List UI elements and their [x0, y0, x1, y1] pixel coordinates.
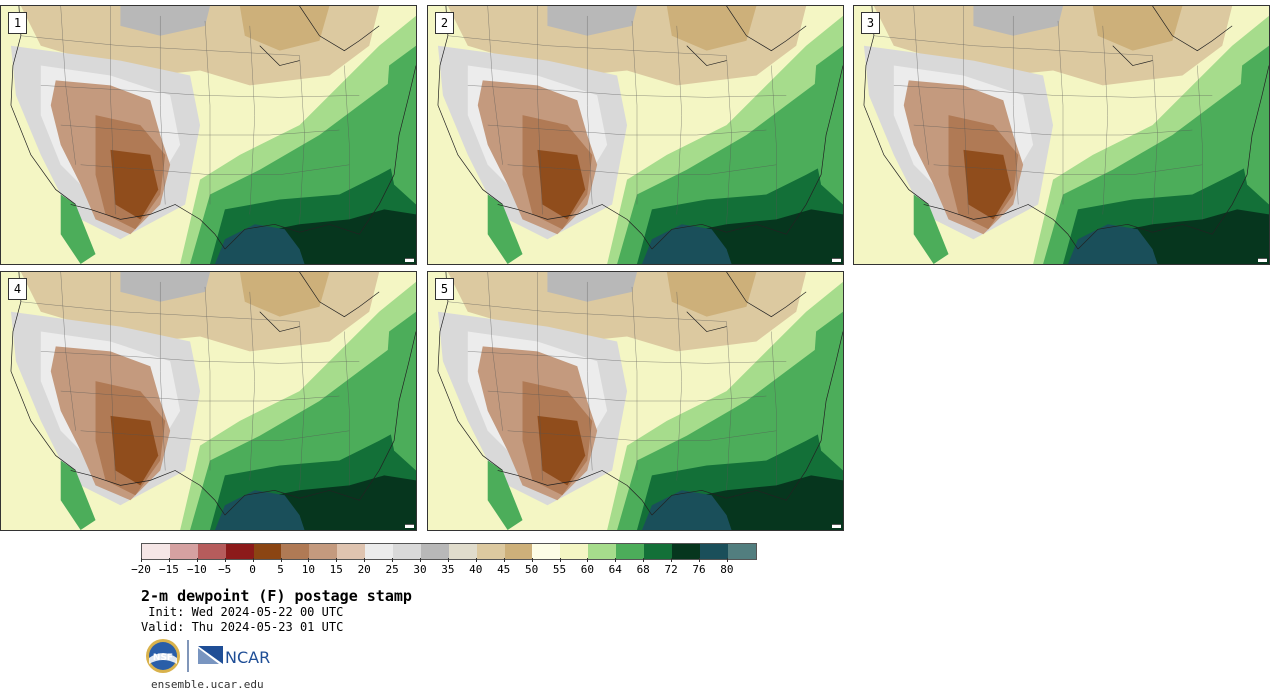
legend-tick-mark — [196, 558, 198, 562]
legend-swatch — [671, 544, 700, 559]
legend-tick-mark — [224, 558, 226, 562]
legend-tick-label: −10 — [186, 563, 207, 576]
legend-swatch — [365, 544, 394, 559]
legend-tick-mark — [280, 558, 282, 562]
legend-swatch — [337, 544, 366, 559]
legend-tick-label: 50 — [524, 563, 539, 576]
site-url[interactable]: ensemble.ucar.edu — [151, 678, 264, 691]
dewpoint-map — [1, 6, 416, 264]
dewpoint-map — [854, 6, 1269, 264]
legend-tick-mark — [420, 558, 421, 562]
scale-marker — [1258, 258, 1267, 262]
legend-swatch — [281, 544, 310, 559]
init-time: Init: Wed 2024-05-22 00 UTC — [141, 605, 344, 619]
page-title: 2-m dewpoint (F) postage stamp — [141, 587, 412, 605]
legend-swatch — [197, 544, 226, 559]
svg-text:NSF: NSF — [153, 653, 173, 663]
legend-tick-label: 40 — [469, 563, 483, 576]
legend-swatch — [142, 544, 170, 559]
svg-text:NCAR: NCAR — [225, 648, 270, 667]
legend-tick-mark — [336, 558, 338, 562]
legend-tick-mark — [587, 558, 589, 562]
legend-tick-label: 64 — [608, 563, 622, 576]
valid-time: Valid: Thu 2024-05-23 01 UTC — [141, 620, 344, 634]
legend-swatch — [532, 544, 561, 559]
scale-marker — [832, 258, 841, 262]
legend-tick-label: −5 — [218, 563, 232, 576]
color-legend-bar — [141, 543, 757, 560]
legend-swatch — [448, 544, 477, 559]
legend-tick-mark — [392, 558, 394, 562]
legend-tick-label: 60 — [580, 563, 595, 576]
legend-tick-mark — [503, 558, 505, 562]
scale-marker — [405, 258, 414, 262]
legend-swatch — [616, 544, 645, 559]
stamp-number: 2 — [435, 12, 454, 34]
legend-swatch — [476, 544, 505, 559]
legend-tick-mark — [252, 558, 254, 562]
stamp-number: 5 — [435, 278, 454, 300]
legend-tick-label: 25 — [385, 563, 399, 576]
legend-tick-mark — [308, 558, 310, 562]
legend-tick-mark — [643, 558, 645, 562]
stamp-number: 3 — [861, 12, 880, 34]
scale-marker — [405, 524, 414, 528]
scale-marker — [832, 524, 841, 528]
legend-tick-label: 15 — [329, 563, 343, 576]
postage-stamp-3[interactable]: 3 — [853, 5, 1270, 265]
legend-tick-label: 80 — [720, 563, 734, 576]
legend-tick-label: 72 — [664, 563, 678, 576]
dewpoint-map — [428, 272, 843, 530]
legend-swatch — [504, 544, 533, 559]
legend-tick-label: 30 — [413, 563, 427, 576]
legend-tick-mark — [141, 558, 142, 562]
legend-tick-label: 76 — [692, 563, 706, 576]
legend-tick-label: 0 — [249, 563, 256, 576]
legend-tick-mark — [559, 558, 561, 562]
legend-swatch — [420, 544, 449, 559]
postage-stamp-4[interactable]: 4 — [0, 271, 417, 531]
legend-tick-label: 5 — [277, 563, 284, 576]
postage-stamp-2[interactable]: 2 — [427, 5, 844, 265]
color-legend-ticks: −20 −15 −10 −5 0 5 10 15 20 25 30 35 40 45 50 55 60 64 68 7… — [131, 558, 761, 576]
postage-stamp-1[interactable]: 1 — [0, 5, 417, 265]
legend-tick-mark — [447, 558, 449, 562]
legend-swatch — [588, 544, 617, 559]
legend-tick-label: 20 — [357, 563, 371, 576]
legend-tick-label: −15 — [158, 563, 179, 576]
legend-tick-label: 55 — [552, 563, 567, 576]
stamp-number: 4 — [8, 278, 27, 300]
legend-swatch — [644, 544, 672, 559]
legend-tick-label: 10 — [301, 563, 316, 576]
legend-swatch — [393, 544, 421, 559]
legend-tick-mark — [726, 558, 728, 562]
legend-tick-mark — [531, 558, 533, 562]
sponsor-logos: NSF NCAR — [146, 639, 270, 673]
ncar-logo: NCAR — [198, 646, 270, 667]
legend-tick-mark — [475, 558, 477, 562]
legend-tick-label: −20 — [131, 563, 151, 576]
dewpoint-map — [428, 6, 843, 264]
legend-swatch — [560, 544, 589, 559]
legend-tick-mark — [364, 558, 366, 562]
legend-swatch — [699, 544, 728, 559]
legend-swatch — [169, 544, 198, 559]
legend-tick-label: 45 — [497, 563, 511, 576]
postage-stamp-5[interactable]: 5 — [427, 271, 844, 531]
stamp-number: 1 — [8, 12, 27, 34]
legend-tick-mark — [699, 558, 700, 562]
legend-swatch — [727, 544, 756, 559]
nsf-logo: NSF — [146, 639, 180, 673]
legend-tick-mark — [671, 558, 673, 562]
legend-tick-label: 68 — [636, 563, 650, 576]
legend-tick-mark — [168, 558, 170, 562]
legend-swatch — [253, 544, 282, 559]
legend-tick-label: 35 — [441, 563, 455, 576]
legend-swatch — [225, 544, 254, 559]
legend-tick-mark — [615, 558, 617, 562]
legend-swatch — [309, 544, 338, 559]
dewpoint-map — [1, 272, 416, 530]
